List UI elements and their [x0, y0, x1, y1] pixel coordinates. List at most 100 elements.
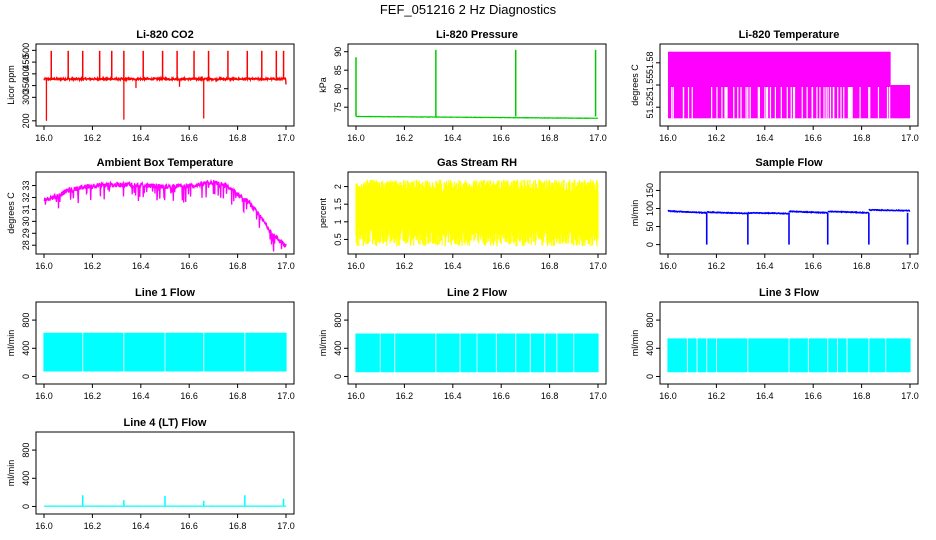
x-tick-label: 16.6: [804, 261, 822, 271]
x-tick-label: 16.4: [444, 391, 462, 401]
y-tick-label: 0: [645, 374, 655, 379]
temperature-line: [43, 178, 287, 252]
plot-frame: [347, 43, 607, 127]
temperature-band: [668, 51, 891, 119]
y-tick-label: 0.5: [333, 233, 343, 246]
x-tick-label: 16.6: [492, 133, 510, 143]
chart-title: Ambient Box Temperature: [97, 157, 234, 169]
plot-frame: [347, 171, 607, 255]
y-tick-label: 200: [21, 113, 31, 128]
y-axis-label: degrees C: [630, 64, 640, 106]
x-tick-label: 16.2: [396, 133, 414, 143]
y-axis-label: kPa: [318, 77, 328, 93]
plot-frame: [35, 171, 295, 255]
x-tick-label: 16.8: [853, 391, 871, 401]
y-tick-label: 350: [21, 78, 31, 93]
x-tick-label: 16.2: [396, 391, 414, 401]
x-tick-label: 16.6: [492, 261, 510, 271]
y-axis-label: ml/min: [6, 330, 16, 357]
chart-panel-2: Li-820 Pressure 16.0 16.2 16.4 16.6 16.8 17.0 7…: [318, 29, 607, 143]
x-tick-label: 16.2: [708, 133, 726, 143]
plot-frame: [35, 43, 295, 127]
y-tick-label: 32: [21, 192, 31, 202]
x-tick-label: 16.8: [229, 391, 247, 401]
y-tick-label: 500: [21, 43, 31, 58]
y-tick-label: 33: [21, 181, 31, 191]
x-tick-label: 16.0: [347, 391, 365, 401]
y-axis-label: Licor ppm: [6, 65, 16, 105]
x-tick-label: 16.6: [804, 133, 822, 143]
data-series: [355, 179, 599, 247]
data-series: [43, 178, 287, 252]
chart-panel-3: Li-820 Temperature 16.0 16.2 16.4 16.6 16.8 17…: [630, 29, 919, 143]
x-tick-label: 16.0: [659, 391, 677, 401]
band-series: [355, 333, 599, 373]
chart-panel-9: Line 3 Flow 16.0 16.2 16.4 16.6 16.8 17.0 0 400 8…: [630, 287, 919, 401]
x-tick-label: 16.4: [132, 391, 150, 401]
band-series: [43, 332, 287, 372]
flow-segment: [747, 211, 790, 215]
x-tick-label: 16.8: [853, 261, 871, 271]
x-tick-label: 16.2: [708, 391, 726, 401]
x-tick-label: 17.0: [901, 391, 919, 401]
x-tick-label: 16.0: [35, 391, 53, 401]
y-tick-label: 800: [21, 313, 31, 328]
x-tick-label: 16.0: [35, 521, 53, 531]
band-series: [355, 179, 599, 247]
y-axis-label: ml/min: [630, 200, 640, 227]
x-tick-label: 16.6: [492, 391, 510, 401]
x-tick-label: 17.0: [277, 133, 295, 143]
y-tick-label: 150: [645, 183, 655, 198]
y-tick-label: 28: [21, 240, 31, 250]
chart-panel-4: Ambient Box Temperature 16.0 16.2 16.4 16.6 1…: [6, 157, 295, 271]
x-tick-label: 16.4: [444, 133, 462, 143]
y-tick-label: 80: [333, 84, 343, 94]
x-tick-label: 16.0: [35, 133, 53, 143]
y-axis-label: degrees C: [6, 192, 16, 234]
data-series: [43, 332, 287, 372]
y-tick-label: 50: [645, 222, 655, 232]
x-tick-label: 16.0: [347, 261, 365, 271]
y-tick-label: 0: [333, 374, 343, 379]
y-tick-label: 29: [21, 228, 31, 238]
chart-title: Line 3 Flow: [759, 287, 819, 299]
chart-title: Li-820 Pressure: [436, 29, 518, 41]
y-tick-label: 400: [333, 341, 343, 356]
co2-line: [43, 75, 287, 85]
x-tick-label: 16.6: [804, 391, 822, 401]
x-tick-label: 16.4: [132, 521, 150, 531]
x-tick-label: 16.8: [229, 261, 247, 271]
chart-title: Line 2 Flow: [447, 287, 507, 299]
y-axis-label: ml/min: [6, 460, 16, 487]
y-tick-label: 400: [21, 341, 31, 356]
chart-panel-7: Line 1 Flow 16.0 16.2 16.4 16.6 16.8 17.0 0 400 8…: [6, 287, 295, 401]
y-tick-label: 0: [21, 374, 31, 379]
x-tick-label: 17.0: [277, 521, 295, 531]
plot-frame: [347, 301, 607, 385]
x-tick-label: 17.0: [277, 391, 295, 401]
y-tick-label: 31: [21, 204, 31, 214]
y-tick-label: 450: [21, 55, 31, 70]
x-tick-label: 16.6: [180, 521, 198, 531]
y-tick-label: 400: [645, 341, 655, 356]
chart-panel-5: Gas Stream RH 16.0 16.2 16.4 16.6 16.8 17.0 0.5…: [318, 157, 607, 271]
x-tick-label: 16.8: [541, 133, 559, 143]
x-tick-label: 16.4: [132, 261, 150, 271]
y-tick-label: 85: [333, 65, 343, 75]
y-tick-label: 0: [645, 242, 655, 247]
x-tick-label: 16.6: [180, 261, 198, 271]
x-tick-label: 16.6: [180, 133, 198, 143]
plot-frame: [35, 431, 295, 515]
x-tick-label: 17.0: [589, 133, 607, 143]
y-tick-label: 75: [333, 102, 343, 112]
plot-frame: [659, 171, 919, 255]
x-tick-label: 16.4: [444, 261, 462, 271]
flow-segment: [788, 210, 828, 215]
chart-panel-8: Line 2 Flow 16.0 16.2 16.4 16.6 16.8 17.0 0 400 8…: [318, 287, 607, 401]
x-tick-label: 16.8: [229, 133, 247, 143]
chart-title: Sample Flow: [755, 157, 823, 169]
y-tick-label: 51.55: [645, 74, 655, 97]
y-tick-label: 800: [645, 313, 655, 328]
data-series: [667, 208, 911, 245]
